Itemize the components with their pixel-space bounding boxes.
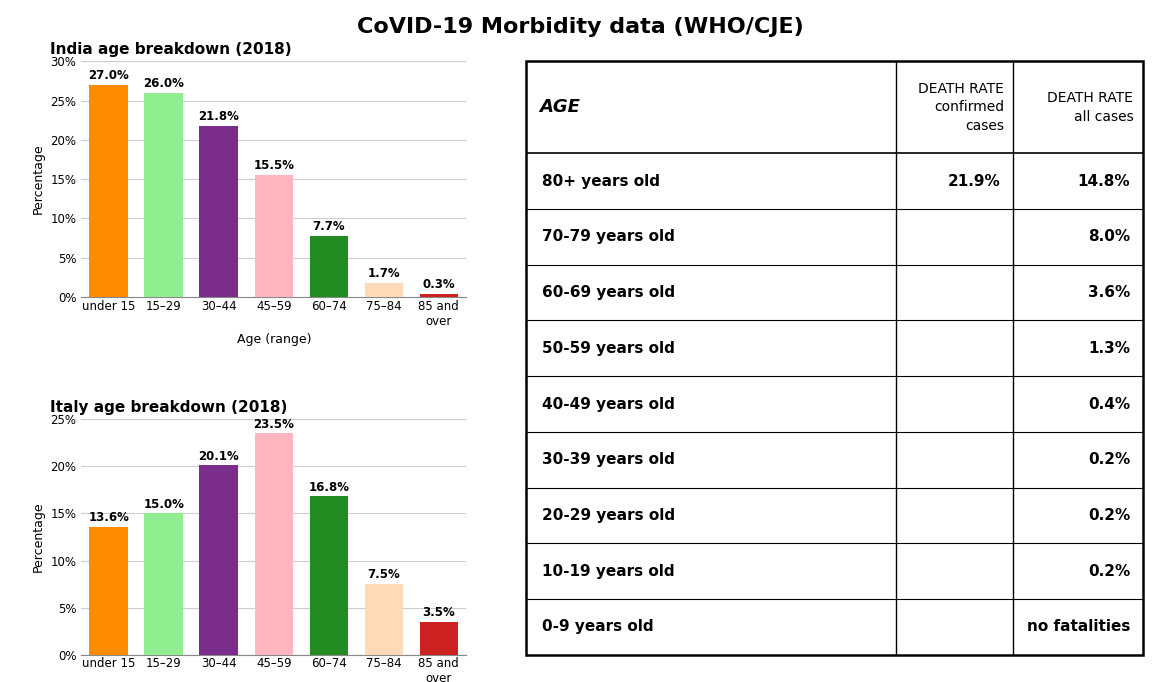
Text: 7.5%: 7.5% bbox=[368, 568, 400, 581]
Text: DEATH RATE
confirmed
cases: DEATH RATE confirmed cases bbox=[918, 82, 1003, 133]
Text: 40-49 years old: 40-49 years old bbox=[542, 396, 675, 411]
Y-axis label: Percentage: Percentage bbox=[31, 144, 45, 214]
Text: 1.7%: 1.7% bbox=[368, 267, 400, 280]
Text: 16.8%: 16.8% bbox=[309, 481, 349, 494]
Text: 80+ years old: 80+ years old bbox=[542, 174, 660, 189]
Text: 3.6%: 3.6% bbox=[1088, 285, 1130, 300]
Bar bbox=[254, 175, 293, 297]
Text: CoVID-19 Morbidity data (WHO/CJE): CoVID-19 Morbidity data (WHO/CJE) bbox=[356, 17, 804, 37]
Text: 0.4%: 0.4% bbox=[1088, 396, 1130, 411]
Text: 0.3%: 0.3% bbox=[422, 278, 455, 291]
Text: 26.0%: 26.0% bbox=[144, 76, 184, 89]
Bar bbox=[310, 237, 348, 297]
Bar bbox=[200, 125, 238, 297]
Text: 0.2%: 0.2% bbox=[1088, 508, 1130, 523]
Text: AGE: AGE bbox=[538, 98, 580, 117]
Text: 10-19 years old: 10-19 years old bbox=[542, 563, 674, 578]
Text: 3.5%: 3.5% bbox=[422, 606, 455, 619]
Text: 15.0%: 15.0% bbox=[144, 498, 184, 511]
Bar bbox=[200, 465, 238, 655]
Text: 70-79 years old: 70-79 years old bbox=[542, 229, 675, 244]
X-axis label: Age (range): Age (range) bbox=[237, 333, 311, 346]
Bar bbox=[364, 584, 403, 655]
Text: 20-29 years old: 20-29 years old bbox=[542, 508, 675, 523]
Bar bbox=[89, 85, 128, 297]
Text: 50-59 years old: 50-59 years old bbox=[542, 341, 675, 356]
Bar bbox=[254, 433, 293, 655]
Text: 21.8%: 21.8% bbox=[198, 110, 239, 123]
Bar bbox=[364, 284, 403, 297]
Text: 7.7%: 7.7% bbox=[312, 220, 345, 233]
Bar bbox=[310, 496, 348, 655]
Bar bbox=[145, 93, 183, 297]
Text: 21.9%: 21.9% bbox=[948, 174, 1001, 189]
Text: 8.0%: 8.0% bbox=[1088, 229, 1130, 244]
Text: 15.5%: 15.5% bbox=[253, 159, 295, 172]
Text: 20.1%: 20.1% bbox=[198, 449, 239, 462]
Y-axis label: Percentage: Percentage bbox=[31, 502, 45, 572]
Text: 30-39 years old: 30-39 years old bbox=[542, 452, 675, 467]
Text: 13.6%: 13.6% bbox=[88, 511, 129, 524]
Bar bbox=[145, 514, 183, 655]
Text: 1.3%: 1.3% bbox=[1088, 341, 1130, 356]
Text: 0-9 years old: 0-9 years old bbox=[542, 619, 653, 634]
Text: DEATH RATE
all cases: DEATH RATE all cases bbox=[1047, 91, 1133, 123]
Text: no fatalities: no fatalities bbox=[1027, 619, 1130, 634]
Text: 0.2%: 0.2% bbox=[1088, 452, 1130, 467]
Bar bbox=[89, 527, 128, 655]
Text: 23.5%: 23.5% bbox=[253, 417, 295, 430]
Text: 14.8%: 14.8% bbox=[1078, 174, 1130, 189]
Text: 60-69 years old: 60-69 years old bbox=[542, 285, 675, 300]
Text: 0.2%: 0.2% bbox=[1088, 563, 1130, 578]
Bar bbox=[420, 622, 458, 655]
Text: Italy age breakdown (2018): Italy age breakdown (2018) bbox=[50, 400, 288, 415]
Text: India age breakdown (2018): India age breakdown (2018) bbox=[50, 42, 292, 57]
Bar bbox=[420, 295, 458, 297]
Text: 27.0%: 27.0% bbox=[88, 69, 129, 82]
